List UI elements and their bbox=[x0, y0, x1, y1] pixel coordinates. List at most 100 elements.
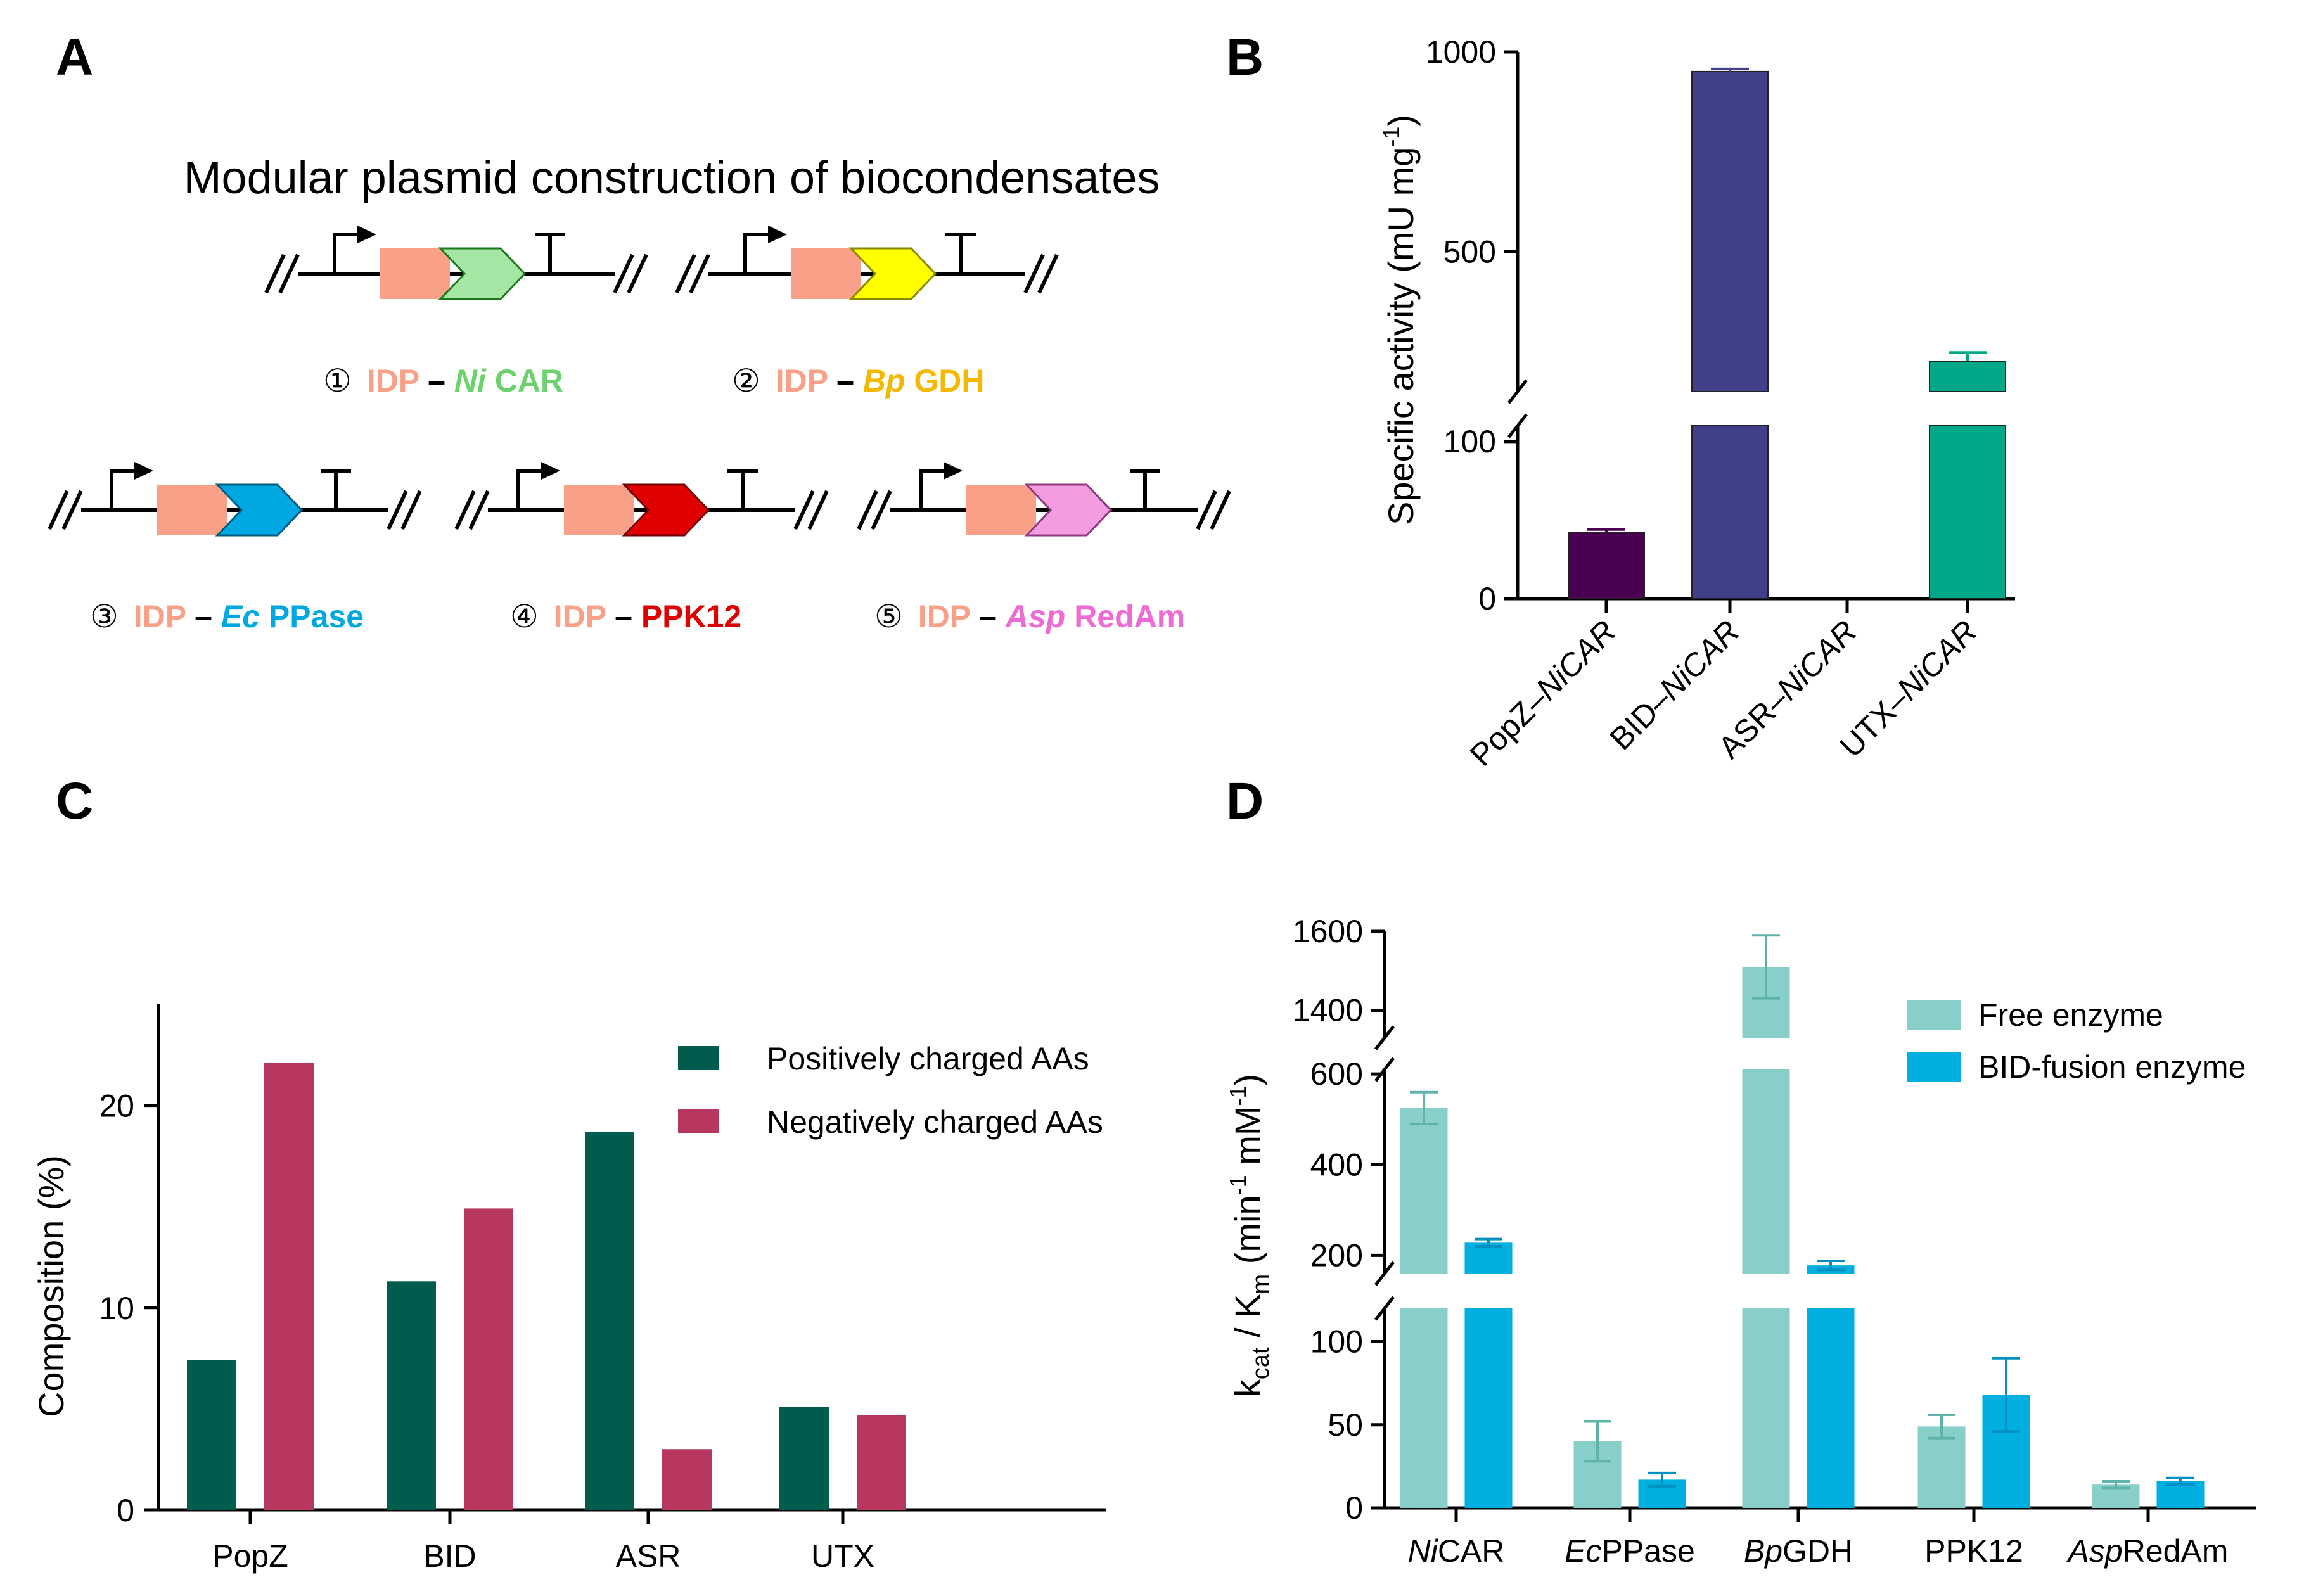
panel-b-ylabel: Specific activity (mU mg-1) bbox=[1378, 115, 1421, 525]
c-xtick-label: BID bbox=[423, 1538, 476, 1574]
d-xtick-label: AspRedAm bbox=[2066, 1533, 2229, 1569]
panel-a: A Modular plasmid construction of biocon… bbox=[49, 29, 1229, 634]
d-ytick-label: 400 bbox=[1310, 1147, 1363, 1182]
d-ytick-label: 50 bbox=[1328, 1407, 1363, 1443]
construct-nicar bbox=[266, 226, 646, 300]
b-ytick-label: 100 bbox=[1443, 424, 1496, 459]
panel-a-label: A bbox=[56, 29, 93, 86]
b-bar bbox=[1691, 425, 1769, 599]
d-yaxis-break-mark bbox=[1374, 1261, 1395, 1286]
legend-label-bid: BID-fusion enzyme bbox=[1978, 1049, 2246, 1085]
panel-c-ylabel: Composition (%) bbox=[31, 1155, 71, 1417]
d-bar-free bbox=[1742, 1308, 1790, 1508]
d-ytick-label: 1600 bbox=[1293, 914, 1363, 949]
d-bar-bid bbox=[1807, 1308, 1855, 1508]
legend-label-negative: Negatively charged AAs bbox=[767, 1104, 1103, 1140]
legend-label-free: Free enzyme bbox=[1978, 997, 2163, 1033]
panel-d-bars bbox=[1400, 934, 2205, 1508]
c-ytick-label: 10 bbox=[99, 1291, 134, 1326]
panel-d-legend: Free enzyme BID-fusion enzyme bbox=[1907, 997, 2246, 1085]
d-yaxis-break-mark bbox=[1374, 1057, 1395, 1082]
d-ytick-label: 200 bbox=[1310, 1237, 1363, 1273]
construct-bpgdh bbox=[677, 226, 1057, 300]
panel-c: C Composition (%) 0 10 20 PopZ BID ASR UTX Pos… bbox=[31, 772, 1106, 1574]
panel-a-title: Modular plasmid construction of bioconde… bbox=[184, 153, 1160, 203]
construct-ppk12 bbox=[456, 462, 827, 537]
construct-ecppase bbox=[49, 462, 420, 537]
legend-swatch-bid bbox=[1907, 1052, 1961, 1082]
panel-b-ticks: 0 100 500 1000 bbox=[1426, 34, 1518, 616]
legend-label-positive: Positively charged AAs bbox=[767, 1041, 1089, 1076]
d-bar-bid bbox=[1464, 1308, 1513, 1508]
c-bar-positive bbox=[779, 1407, 829, 1510]
idp-block bbox=[966, 485, 1036, 535]
bpgdh-block bbox=[848, 247, 937, 300]
ecppase-block bbox=[215, 483, 304, 537]
d-xtick-label: NiCAR bbox=[1408, 1533, 1505, 1569]
idp-block bbox=[380, 248, 450, 299]
b-yaxis-break-mark bbox=[1507, 379, 1528, 404]
c-xtick-label: PopZ bbox=[212, 1538, 288, 1574]
c-bar-positive bbox=[187, 1360, 236, 1510]
d-xtick-label: BpGDH bbox=[1744, 1533, 1853, 1569]
panel-c-bars bbox=[187, 1063, 906, 1510]
d-bar-free bbox=[1917, 1426, 1966, 1508]
panel-c-ticks: 0 10 20 PopZ BID ASR UTX bbox=[99, 1088, 874, 1574]
c-bar-positive bbox=[585, 1132, 634, 1510]
panel-b: B Specific activity (mU mg-1) 0 100 500 100… bbox=[1226, 29, 2015, 773]
d-ytick-label: 1400 bbox=[1293, 992, 1363, 1028]
d-yaxis-break-mark bbox=[1374, 1296, 1395, 1321]
d-ytick-label: 0 bbox=[1345, 1490, 1363, 1526]
d-yaxis-break-mark bbox=[1374, 1025, 1395, 1050]
panel-d-xlabels: NiCAR EcPPase BpGDH PPK12 AspRedAm bbox=[1408, 1508, 2229, 1569]
panel-d-ylabel: kcat / Km (min-1 mM-1) bbox=[1225, 1074, 1274, 1397]
construct-label-3: ③ IDP – Ec PPase bbox=[90, 599, 364, 634]
aspredam-block bbox=[1024, 483, 1113, 537]
d-bar-free bbox=[1742, 1069, 1790, 1274]
d-bar-bid bbox=[1464, 1242, 1513, 1274]
construct-label-2: ② IDP – Bp GDH bbox=[732, 363, 984, 399]
b-ytick-label: 1000 bbox=[1426, 34, 1496, 70]
d-bar-free bbox=[1400, 1108, 1448, 1274]
construct-label-5: ⑤ IDP – Asp RedAm bbox=[874, 599, 1185, 634]
d-bar-free bbox=[1400, 1308, 1448, 1508]
c-ytick-label: 0 bbox=[117, 1493, 134, 1528]
nicar-block bbox=[438, 247, 527, 300]
idp-block bbox=[157, 485, 227, 535]
b-bar bbox=[1568, 532, 1645, 599]
construct-aspredam bbox=[859, 462, 1229, 537]
b-bar bbox=[1929, 361, 2006, 393]
panel-d-ticks: 0 50 100 200 400 600 1400 1600 bbox=[1293, 914, 1385, 1526]
c-xtick-label: ASR bbox=[616, 1538, 681, 1574]
construct-label-1: ① IDP – Ni CAR bbox=[323, 363, 563, 399]
panel-b-label: B bbox=[1226, 29, 1264, 86]
b-bar bbox=[1929, 425, 2006, 599]
b-ytick-label: 0 bbox=[1478, 581, 1496, 616]
b-yaxis-break-mark bbox=[1507, 413, 1528, 438]
panel-b-bars bbox=[1568, 67, 2006, 599]
legend-swatch-free bbox=[1907, 1000, 1961, 1030]
panel-c-label: C bbox=[56, 772, 93, 830]
idp-block bbox=[564, 485, 634, 535]
legend-swatch-positive bbox=[678, 1046, 719, 1070]
ppk12-block bbox=[622, 483, 710, 537]
panel-d-label: D bbox=[1226, 772, 1264, 830]
d-xtick-label: EcPPase bbox=[1565, 1533, 1695, 1569]
construct-label-4: ④ IDP – PPK12 bbox=[510, 599, 741, 634]
d-xtick-label: PPK12 bbox=[1924, 1533, 2023, 1569]
legend-swatch-negative bbox=[678, 1109, 719, 1133]
c-xtick-label: UTX bbox=[811, 1538, 874, 1574]
c-bar-positive bbox=[387, 1281, 436, 1510]
panel-d: D kcat / Km (min-1 mM-1) 0 50 100 200 400 600… bbox=[1225, 772, 2256, 1569]
c-bar-negative bbox=[857, 1414, 906, 1510]
c-bar-negative bbox=[264, 1063, 314, 1510]
d-ytick-label: 100 bbox=[1310, 1324, 1363, 1360]
c-bar-negative bbox=[464, 1208, 513, 1510]
c-bar-negative bbox=[662, 1449, 712, 1510]
b-ytick-label: 500 bbox=[1443, 234, 1496, 269]
b-xtick-label: PopZ–NiCAR bbox=[1463, 613, 1623, 773]
idp-block bbox=[791, 248, 861, 299]
b-bar bbox=[1691, 70, 1769, 392]
